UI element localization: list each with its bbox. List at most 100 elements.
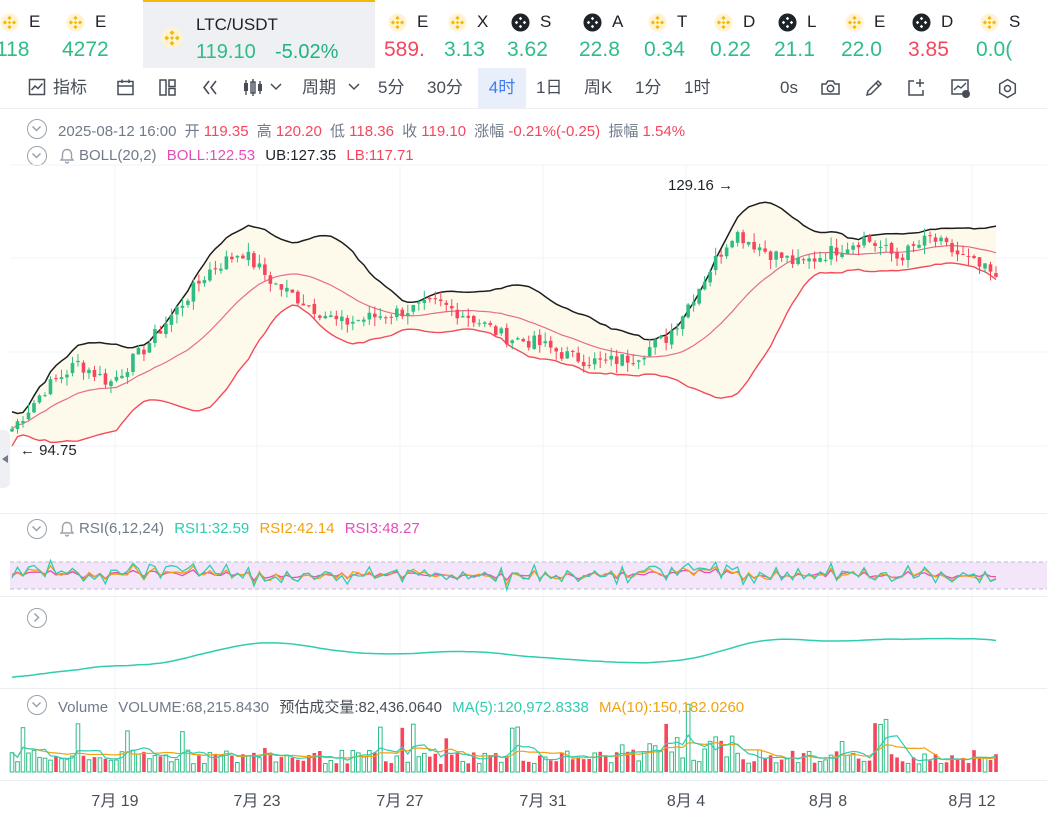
x-axis-tick-label: 8月 4 bbox=[666, 793, 706, 810]
bell-icon[interactable] bbox=[58, 147, 76, 165]
ticker-5[interactable]: S 3.62 bbox=[503, 0, 575, 68]
candle-body bbox=[246, 251, 251, 261]
ticker-symbol: L bbox=[807, 12, 817, 31]
candle-body bbox=[730, 241, 734, 248]
candle-body bbox=[81, 362, 86, 373]
bnb-icon bbox=[161, 27, 183, 49]
candle-body bbox=[378, 316, 383, 318]
chart-type-button[interactable] bbox=[242, 68, 286, 108]
ticker-3[interactable]: E 589. bbox=[380, 0, 440, 68]
volume-bar bbox=[746, 762, 751, 773]
candle-body bbox=[735, 232, 740, 243]
volume-bar bbox=[433, 753, 438, 772]
volume-bar bbox=[197, 755, 201, 772]
interval-label: 1日 bbox=[536, 78, 563, 97]
ticker-price: 118 bbox=[0, 38, 30, 61]
ticker-active[interactable]: LTC/USDT 119.10 -5.02% bbox=[143, 0, 375, 68]
volume-bar bbox=[861, 760, 867, 773]
ticker-8[interactable]: D 0.22 bbox=[706, 0, 770, 68]
chevron-down-icon bbox=[31, 152, 42, 159]
volume-bar bbox=[438, 763, 443, 772]
candle-body bbox=[829, 246, 833, 260]
volume-bar bbox=[455, 753, 460, 772]
interval-1d[interactable]: 1日 bbox=[536, 68, 562, 108]
volume-bar bbox=[471, 752, 476, 772]
volume-bar bbox=[81, 755, 86, 772]
screenshot-button[interactable] bbox=[820, 68, 842, 108]
volume-bar bbox=[933, 754, 938, 772]
volume-bar bbox=[850, 752, 856, 773]
collapse-volume-button[interactable] bbox=[27, 695, 47, 715]
collapse-main-button[interactable] bbox=[27, 119, 47, 139]
candle-body bbox=[653, 339, 657, 348]
ticker-symbol: E bbox=[417, 12, 429, 31]
volume-bar bbox=[75, 723, 81, 773]
candle-body bbox=[966, 256, 971, 258]
volume-bar bbox=[230, 755, 234, 772]
add-indicator-button[interactable] bbox=[906, 68, 928, 108]
volume-bar bbox=[636, 760, 641, 773]
layout-button[interactable] bbox=[158, 68, 178, 108]
period-label: 周期 bbox=[302, 78, 336, 97]
ticker-symbol: E bbox=[29, 12, 41, 31]
ticker-10[interactable]: E 22.0 bbox=[837, 0, 904, 68]
candle-body bbox=[928, 235, 932, 237]
candle-body bbox=[15, 421, 20, 430]
candle-body bbox=[702, 281, 707, 290]
chart-settings-button[interactable] bbox=[950, 68, 972, 108]
ticker-11[interactable]: D 3.85 bbox=[904, 0, 972, 68]
candle-body bbox=[10, 428, 14, 432]
volume-bar bbox=[521, 760, 526, 772]
candle-body bbox=[175, 306, 179, 315]
period-dropdown[interactable]: 周期 bbox=[302, 68, 360, 108]
volume-bar bbox=[70, 755, 75, 773]
ticker-price: 119.10 bbox=[196, 41, 256, 63]
volume-bar bbox=[37, 756, 42, 773]
volume-bar bbox=[284, 754, 290, 773]
interval-5m[interactable]: 5分 bbox=[378, 68, 404, 108]
draw-tools-button[interactable] bbox=[200, 68, 220, 108]
interval-4h[interactable]: 4时 bbox=[478, 68, 526, 108]
expand-pane-button[interactable] bbox=[27, 608, 47, 628]
candle-body bbox=[416, 302, 421, 304]
ticker-1[interactable]: E 4272 bbox=[58, 0, 142, 68]
ticker-6[interactable]: A 22.8 bbox=[575, 0, 640, 68]
indicators-button[interactable]: 指标 bbox=[28, 68, 87, 108]
candle-body bbox=[70, 362, 75, 374]
ticker-0[interactable]: E 118 bbox=[0, 0, 58, 68]
volume-bar bbox=[696, 761, 702, 773]
edit-button[interactable] bbox=[864, 68, 886, 108]
bell-icon[interactable] bbox=[58, 520, 76, 538]
volume-bar bbox=[509, 727, 515, 773]
ticker-7[interactable]: T 0.34 bbox=[640, 0, 706, 68]
interval-label: 1时 bbox=[684, 78, 711, 97]
candle-body bbox=[290, 289, 295, 293]
ticker-12[interactable]: S 0.0( bbox=[972, 0, 1047, 68]
gear-icon bbox=[998, 78, 1017, 99]
candle-body bbox=[576, 352, 581, 362]
candle-body bbox=[779, 252, 784, 258]
volume-bar bbox=[741, 759, 745, 772]
ticker-symbol: A bbox=[612, 12, 624, 31]
ticker-9[interactable]: L 21.1 bbox=[770, 0, 837, 68]
candle-body bbox=[103, 373, 108, 385]
candle-body bbox=[224, 256, 229, 270]
interval-1min[interactable]: 1分 bbox=[635, 68, 661, 108]
volume-bar bbox=[345, 763, 350, 772]
interval-1h[interactable]: 1时 bbox=[684, 68, 710, 108]
candle-body bbox=[686, 304, 690, 318]
interval-label: 5分 bbox=[378, 78, 405, 97]
interval-1w[interactable]: 周K bbox=[584, 68, 612, 108]
ticker-4[interactable]: X 3.13 bbox=[440, 0, 503, 68]
candle-body bbox=[983, 263, 987, 269]
settings-button[interactable] bbox=[997, 68, 1019, 108]
interval-30m[interactable]: 30分 bbox=[427, 68, 463, 108]
candle-body bbox=[922, 235, 927, 246]
amplitude-value: 1.54% bbox=[642, 123, 686, 140]
volume-bar bbox=[873, 723, 877, 772]
collapse-rsi-button[interactable] bbox=[27, 519, 47, 539]
candle-body bbox=[65, 374, 69, 378]
side-panel-handle[interactable] bbox=[0, 430, 10, 488]
calendar-button[interactable] bbox=[116, 68, 136, 108]
